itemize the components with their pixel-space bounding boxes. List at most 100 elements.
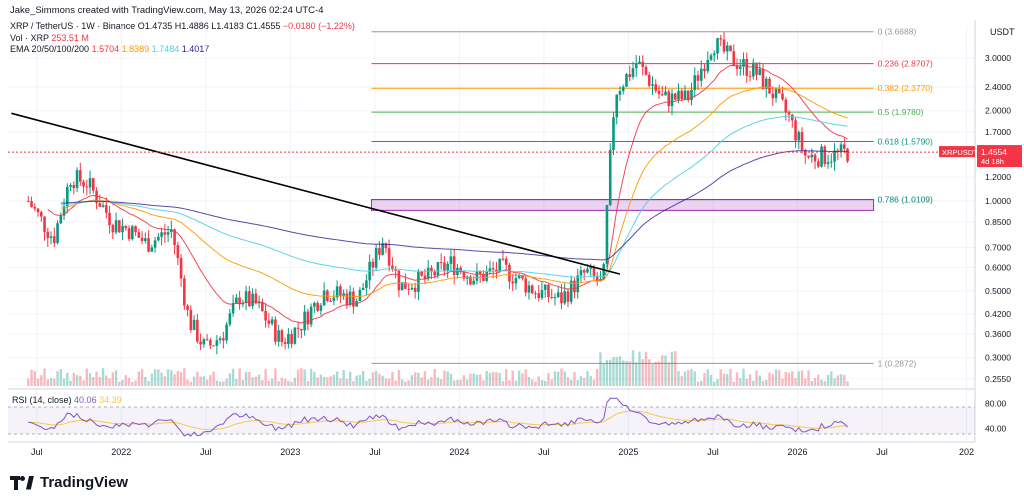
fib-level-label: 1 (0.2872) [878, 358, 917, 368]
volume-bar [732, 381, 735, 386]
candle-body [556, 292, 560, 298]
volume-bar [456, 379, 459, 386]
volume-bar [739, 378, 742, 386]
candle-body [348, 291, 352, 306]
candle-body [173, 229, 176, 246]
candle-body [407, 288, 410, 290]
candle-body [566, 291, 570, 302]
candle-body [339, 286, 342, 296]
candle-body [439, 262, 443, 264]
volume-bar [111, 372, 115, 386]
candle-body [631, 68, 635, 77]
volume-bar [124, 375, 128, 386]
volume-bar [173, 374, 176, 386]
symbol-row: XRP / TetherUS · 1W · Binance O1.4735 H1… [10, 21, 355, 33]
candle-body [472, 280, 475, 285]
candle-body [238, 297, 241, 305]
candle-body [306, 311, 310, 325]
candle-body [358, 289, 362, 302]
volume-bar [729, 368, 732, 386]
candle-body [137, 232, 141, 238]
volume-bar [774, 369, 778, 386]
volume-bar [547, 373, 550, 386]
volume-bar [472, 373, 475, 386]
candle-body [690, 90, 693, 101]
volume-bar [631, 350, 635, 386]
volume-bar [27, 378, 30, 386]
volume-bar [306, 381, 310, 386]
volume-bar [501, 381, 505, 386]
volume-bar [59, 369, 62, 386]
volume-bar [222, 381, 225, 386]
rsi-label[interactable]: RSI (14, close) [12, 395, 72, 405]
candle-body [410, 287, 414, 290]
volume-bar [131, 381, 134, 386]
rsi-tick-label: 80.00 [985, 398, 1007, 408]
volume-bar [319, 374, 323, 386]
volume-bar [443, 370, 446, 386]
candle-body [43, 216, 46, 232]
time-tick-label: 2023 [280, 447, 300, 457]
symbol-title[interactable]: XRP / TetherUS · 1W · Binance [10, 21, 136, 31]
tradingview-logo[interactable]: TradingView [10, 474, 128, 491]
volume-bar [566, 377, 570, 386]
volume-bar [709, 374, 713, 386]
time-tick-label: 2025 [618, 447, 638, 457]
volume-bar [504, 369, 508, 386]
candle-body [160, 232, 163, 237]
candle-body [105, 205, 108, 213]
volume-bar [583, 377, 586, 386]
volume-bar [251, 377, 254, 386]
candle-body [647, 74, 651, 86]
candle-body [244, 291, 248, 303]
candle-body [342, 293, 345, 296]
volume-bar [498, 373, 501, 386]
volume-label[interactable]: Vol · XRP [10, 32, 49, 43]
volume-bar [384, 378, 388, 386]
ohlc-values: O1.4735 H1.4886 L1.4183 C1.4555 [137, 21, 281, 31]
volume-bar [846, 381, 849, 386]
candle-body [417, 271, 420, 292]
candle-body [563, 291, 567, 304]
volume-bar [696, 381, 700, 386]
candle-body [264, 311, 267, 321]
volume-bar [40, 375, 43, 386]
volume-bar [404, 381, 407, 386]
candle-body [225, 324, 228, 341]
candle-body [618, 91, 622, 95]
candle-body [95, 190, 98, 203]
candle-body [781, 93, 784, 100]
volume-bar [339, 378, 342, 386]
candle-body [751, 62, 755, 77]
candle-body [839, 144, 843, 151]
volume-bar [348, 371, 352, 386]
candle-body [498, 258, 501, 272]
candle-body [88, 178, 92, 188]
volume-bar [326, 377, 329, 386]
candle-body [508, 264, 511, 282]
rsi-tick-label: 40.00 [985, 424, 1007, 434]
ema-label[interactable]: EMA 20/50/100/200 [10, 44, 90, 54]
candle-body [755, 62, 758, 75]
volume-bar [410, 375, 414, 386]
candle-body [667, 91, 671, 107]
volume-bar [599, 352, 602, 386]
volume-bar [521, 373, 524, 386]
candle-body [251, 293, 254, 307]
volume-bar [394, 380, 397, 386]
volume-bar [726, 373, 729, 386]
volume-bar [92, 376, 95, 386]
volume-bar [553, 371, 557, 386]
volume-bar [199, 376, 202, 386]
volume-bar [641, 359, 644, 386]
candle-body [488, 268, 492, 272]
volume-bar [488, 372, 492, 386]
downtrend-line [11, 112, 621, 275]
candle-body [576, 275, 580, 293]
ema-50-line [60, 86, 848, 298]
volume-bar [121, 379, 124, 386]
volume-bar [670, 351, 674, 386]
chart-caption: Jake_Simmons created with TradingView.co… [10, 5, 324, 16]
candle-body [813, 154, 817, 162]
